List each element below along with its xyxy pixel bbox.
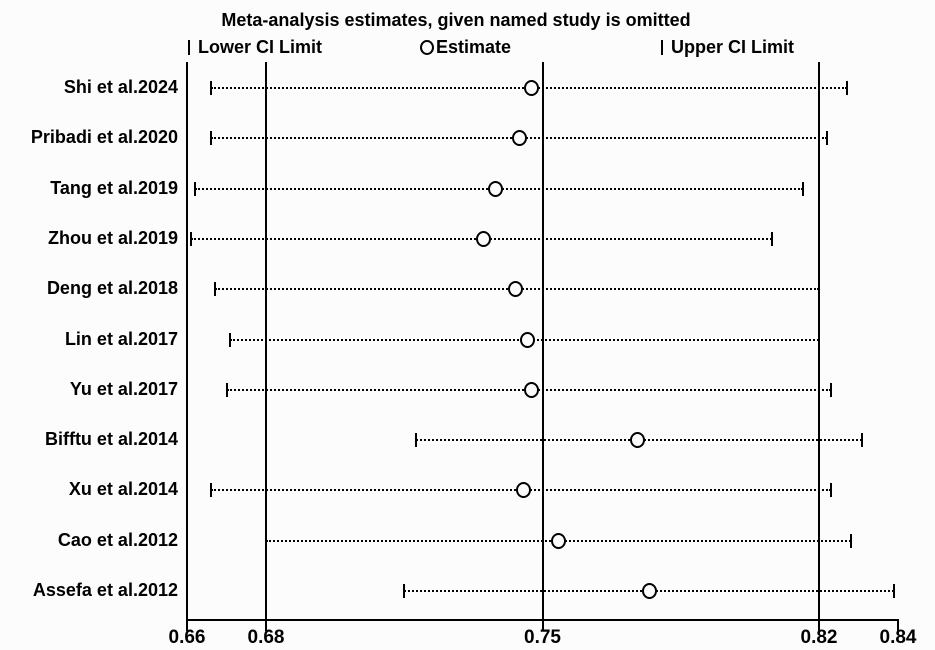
upper-ci-bracket-icon (661, 40, 663, 55)
upper-ci-bracket (845, 81, 848, 95)
x-axis-tick-label: 0.75 (524, 627, 561, 648)
lower-ci-bracket (209, 483, 212, 498)
lower-ci-bracket (265, 533, 267, 548)
estimate-marker (511, 130, 527, 147)
lower-ci-bracket-icon (188, 40, 190, 55)
lower-ci-bracket (415, 433, 418, 448)
reference-line (265, 62, 267, 621)
lower-ci-bracket (193, 181, 196, 196)
legend-estimate: Estimate (420, 36, 511, 58)
reference-line (541, 62, 544, 621)
study-label: Zhou et al.2019 (47, 227, 178, 248)
upper-ci-bracket (829, 483, 832, 498)
study-label: Assefa et al.2012 (32, 580, 178, 600)
x-axis-tick (265, 620, 267, 631)
lower-ci-bracket (213, 282, 216, 297)
estimate-marker (630, 432, 646, 449)
legend-lower-ci: Lower CI Limit (188, 36, 322, 58)
x-axis-tick-label: 0.82 (800, 627, 838, 648)
study-label: Pribadi et al.2020 (30, 127, 178, 148)
y-axis-line (186, 62, 188, 621)
study-label: Cao et al.2012 (57, 529, 178, 550)
x-axis-tick (818, 620, 820, 631)
estimate-marker (551, 532, 567, 549)
study-label: Xu et al.2014 (68, 479, 178, 500)
estimate-marker (523, 80, 539, 96)
legend-upper-ci-label: Upper CI Limit (671, 37, 795, 57)
lower-ci-bracket (225, 382, 228, 397)
lower-ci-bracket (209, 81, 212, 95)
study-label: Yu et al.2017 (69, 378, 178, 399)
lower-ci-bracket (209, 131, 212, 146)
estimate-marker (519, 331, 535, 348)
study-label: Lin et al.2017 (64, 328, 178, 349)
legend-lower-ci-label: Lower CI Limit (198, 37, 323, 57)
estimate-marker (488, 180, 504, 197)
study-label: Shi et al.2024 (63, 77, 178, 97)
upper-ci-bracket (770, 231, 773, 246)
lower-ci-bracket (229, 332, 232, 347)
estimate-marker (515, 482, 531, 499)
estimate-marker (476, 230, 492, 247)
study-label: Bifftu et al.2014 (44, 429, 178, 450)
x-axis-tick (541, 620, 544, 631)
estimate-circle-icon (420, 40, 434, 55)
chart-title: Meta-analysis estimates, given named stu… (221, 10, 691, 30)
study-label: Tang et al.2019 (50, 177, 178, 198)
upper-ci-bracket (849, 533, 852, 548)
upper-ci-bracket (818, 332, 820, 347)
estimate-marker (642, 583, 658, 599)
x-axis-tick (897, 620, 899, 631)
estimate-marker (507, 281, 523, 298)
lower-ci-bracket (403, 584, 406, 598)
legend-estimate-label: Estimate (436, 37, 512, 57)
upper-ci-bracket (829, 382, 832, 397)
lower-ci-bracket (189, 231, 192, 246)
study-label: Deng et al.2018 (46, 278, 178, 299)
estimate-marker (523, 381, 539, 398)
upper-ci-bracket (802, 181, 805, 196)
x-axis-tick-label: 0.68 (247, 627, 285, 648)
upper-ci-bracket (818, 282, 820, 297)
upper-ci-bracket (825, 131, 828, 146)
x-axis-tick (186, 620, 188, 631)
x-axis-tick-label: 0.84 (879, 627, 917, 648)
x-axis-tick-label: 0.66 (168, 627, 206, 648)
upper-ci-bracket (893, 584, 896, 598)
legend-upper-ci: Upper CI Limit (661, 36, 794, 58)
upper-ci-bracket (861, 433, 864, 448)
